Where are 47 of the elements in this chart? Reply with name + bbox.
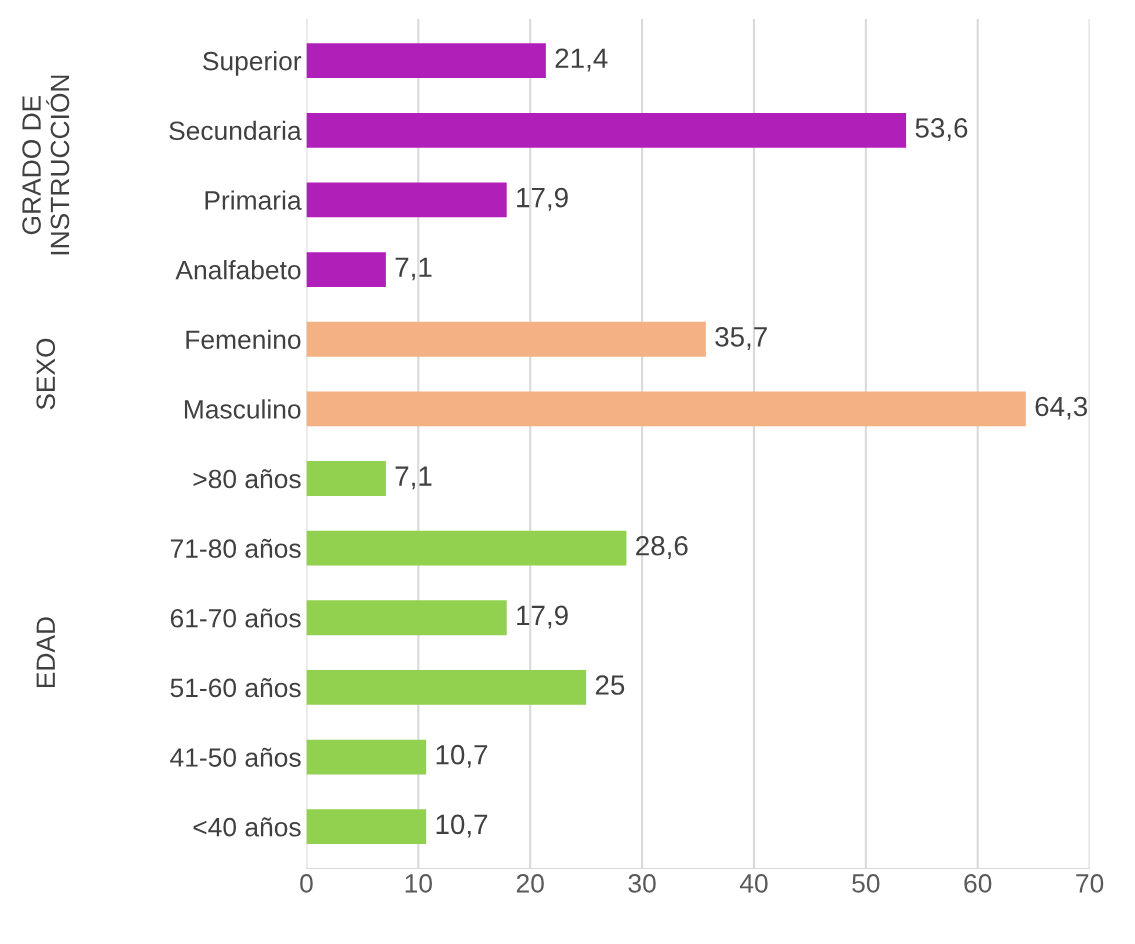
bar bbox=[306, 739, 427, 775]
x-tick-label: 0 bbox=[300, 874, 313, 893]
data-label: 7,1 bbox=[395, 466, 432, 490]
data-label: 10,7 bbox=[436, 744, 488, 768]
y-tick-label: Analfabeto bbox=[175, 260, 301, 280]
data-label: 7,1 bbox=[395, 257, 432, 281]
data-label: 28,6 bbox=[636, 535, 688, 559]
y-tick-label: 51-60 años bbox=[170, 678, 301, 698]
bar bbox=[306, 670, 587, 705]
y-tick-label: >80 años bbox=[193, 469, 301, 489]
bar bbox=[306, 530, 627, 566]
y-tick-label: Femenino bbox=[186, 329, 301, 350]
x-tick-label: 30 bbox=[628, 874, 656, 893]
text: GRADO DE INSTRUCCIÓN bbox=[22, 75, 70, 255]
y-tick-label: Masculino bbox=[184, 399, 301, 419]
y-tick-label: Primaria bbox=[205, 190, 302, 210]
y-tick-label: 41-50 años bbox=[170, 747, 301, 767]
data-label: 53,6 bbox=[915, 118, 968, 142]
data-label: 10,7 bbox=[436, 814, 488, 838]
y-tick-label: Superior bbox=[203, 51, 302, 76]
data-label: 17,9 bbox=[517, 605, 568, 629]
x-tick-label: 70 bbox=[1076, 874, 1104, 893]
x-tick-label: 60 bbox=[964, 874, 992, 893]
bar bbox=[306, 461, 386, 496]
text: SEXO bbox=[36, 338, 56, 410]
y-tick-label: <40 años bbox=[193, 817, 301, 837]
x-tick-label: 50 bbox=[852, 874, 880, 893]
data-label: 17,9 bbox=[517, 187, 568, 211]
bar bbox=[306, 321, 706, 357]
bar bbox=[306, 809, 427, 845]
x-tick-label: 10 bbox=[405, 874, 432, 893]
y-tick-label: 71-80 años bbox=[170, 538, 301, 558]
bar bbox=[306, 112, 907, 148]
bar bbox=[306, 391, 1026, 427]
data-label: 64,3 bbox=[1035, 396, 1087, 420]
y-tick-label: 61-70 años bbox=[170, 608, 301, 628]
data-label: 25 bbox=[595, 675, 625, 695]
text: EDAD bbox=[36, 617, 55, 688]
bar bbox=[306, 252, 386, 287]
x-tick-label: 20 bbox=[516, 874, 544, 893]
x-tick-label: 40 bbox=[739, 874, 768, 893]
data-label: 35,7 bbox=[715, 327, 767, 350]
y-tick-label: Secundaria bbox=[169, 120, 302, 141]
bar bbox=[306, 182, 507, 218]
data-label: 21,4 bbox=[555, 48, 608, 72]
bar bbox=[306, 43, 546, 79]
bar bbox=[306, 600, 507, 636]
